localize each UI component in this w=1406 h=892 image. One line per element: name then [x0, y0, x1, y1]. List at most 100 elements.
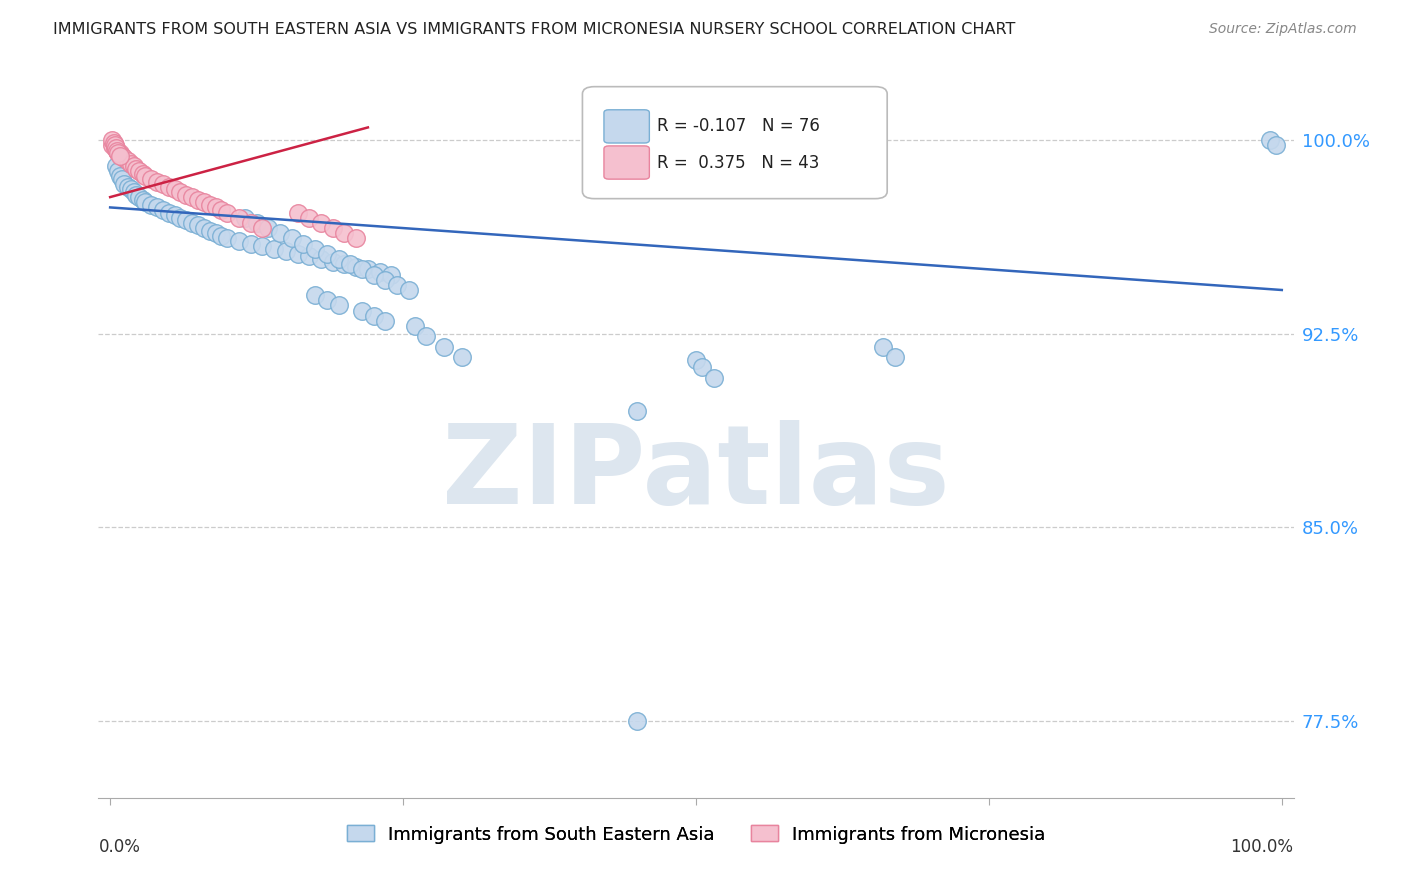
- FancyBboxPatch shape: [605, 146, 650, 179]
- Point: [146, 175, 169, 189]
- Point: [415, 329, 437, 343]
- Point: [104, 138, 127, 153]
- Point: [292, 236, 315, 251]
- Point: [163, 182, 186, 196]
- Point: [339, 257, 361, 271]
- Point: [125, 161, 148, 176]
- Point: [374, 314, 396, 328]
- Point: [304, 242, 326, 256]
- Point: [117, 153, 139, 168]
- Point: [298, 250, 321, 264]
- Point: [344, 231, 367, 245]
- Point: [433, 340, 456, 354]
- Point: [217, 231, 239, 245]
- Point: [404, 319, 426, 334]
- Point: [120, 156, 142, 170]
- Text: R = -0.107   N = 76: R = -0.107 N = 76: [657, 118, 820, 136]
- Point: [122, 185, 145, 199]
- Text: Source: ZipAtlas.com: Source: ZipAtlas.com: [1209, 22, 1357, 37]
- Point: [122, 159, 145, 173]
- Point: [105, 144, 128, 158]
- Legend: Immigrants from South Eastern Asia, Immigrants from Micronesia: Immigrants from South Eastern Asia, Immi…: [339, 818, 1053, 851]
- Point: [239, 236, 262, 251]
- Point: [105, 141, 128, 155]
- Point: [398, 283, 420, 297]
- Point: [120, 182, 142, 196]
- Point: [357, 262, 380, 277]
- Point: [141, 198, 163, 212]
- Point: [228, 234, 250, 248]
- Point: [246, 216, 269, 230]
- Point: [252, 221, 274, 235]
- Point: [690, 360, 713, 375]
- Point: [108, 169, 131, 184]
- Point: [328, 252, 350, 266]
- Point: [112, 177, 135, 191]
- Point: [107, 146, 129, 161]
- Text: 0.0%: 0.0%: [98, 838, 141, 856]
- Point: [174, 213, 197, 227]
- Point: [105, 144, 128, 158]
- Point: [187, 193, 209, 207]
- Point: [128, 190, 150, 204]
- Point: [1265, 138, 1288, 153]
- Point: [198, 198, 221, 212]
- Point: [380, 268, 402, 282]
- FancyBboxPatch shape: [605, 110, 650, 143]
- Point: [198, 224, 221, 238]
- Point: [193, 195, 215, 210]
- Point: [269, 226, 291, 240]
- Text: 100.0%: 100.0%: [1230, 838, 1294, 856]
- Text: ZIPatlas: ZIPatlas: [441, 420, 950, 526]
- Point: [884, 350, 907, 364]
- Point: [204, 201, 226, 215]
- Point: [157, 205, 180, 219]
- Point: [187, 219, 209, 233]
- Point: [363, 268, 385, 282]
- Point: [626, 404, 648, 418]
- Point: [174, 187, 197, 202]
- Point: [228, 211, 250, 225]
- Point: [163, 208, 186, 222]
- Point: [344, 260, 367, 274]
- Point: [252, 239, 274, 253]
- Point: [363, 309, 385, 323]
- Point: [322, 221, 344, 235]
- Text: IMMIGRANTS FROM SOUTH EASTERN ASIA VS IMMIGRANTS FROM MICRONESIA NURSERY SCHOOL : IMMIGRANTS FROM SOUTH EASTERN ASIA VS IM…: [53, 22, 1015, 37]
- Point: [211, 202, 233, 217]
- Point: [257, 221, 280, 235]
- Point: [328, 298, 350, 312]
- Point: [181, 190, 204, 204]
- Point: [141, 172, 163, 186]
- Point: [626, 714, 648, 728]
- Point: [309, 252, 332, 266]
- Point: [374, 273, 396, 287]
- Point: [211, 228, 233, 243]
- Point: [132, 193, 155, 207]
- Point: [352, 303, 374, 318]
- Text: R =  0.375   N = 43: R = 0.375 N = 43: [657, 153, 818, 171]
- Point: [134, 195, 156, 210]
- Point: [316, 247, 339, 261]
- Point: [105, 159, 128, 173]
- Point: [281, 231, 304, 245]
- Point: [450, 350, 472, 364]
- Point: [169, 211, 191, 225]
- Point: [157, 179, 180, 194]
- Point: [287, 205, 309, 219]
- FancyBboxPatch shape: [582, 87, 887, 199]
- Point: [352, 262, 374, 277]
- Point: [128, 164, 150, 178]
- Point: [685, 352, 707, 367]
- Point: [104, 141, 127, 155]
- Point: [169, 185, 191, 199]
- Point: [263, 242, 285, 256]
- Point: [181, 216, 204, 230]
- Point: [385, 277, 409, 292]
- Point: [872, 340, 894, 354]
- Point: [309, 216, 332, 230]
- Point: [233, 211, 256, 225]
- Point: [132, 167, 155, 181]
- Point: [111, 149, 134, 163]
- Point: [287, 247, 309, 261]
